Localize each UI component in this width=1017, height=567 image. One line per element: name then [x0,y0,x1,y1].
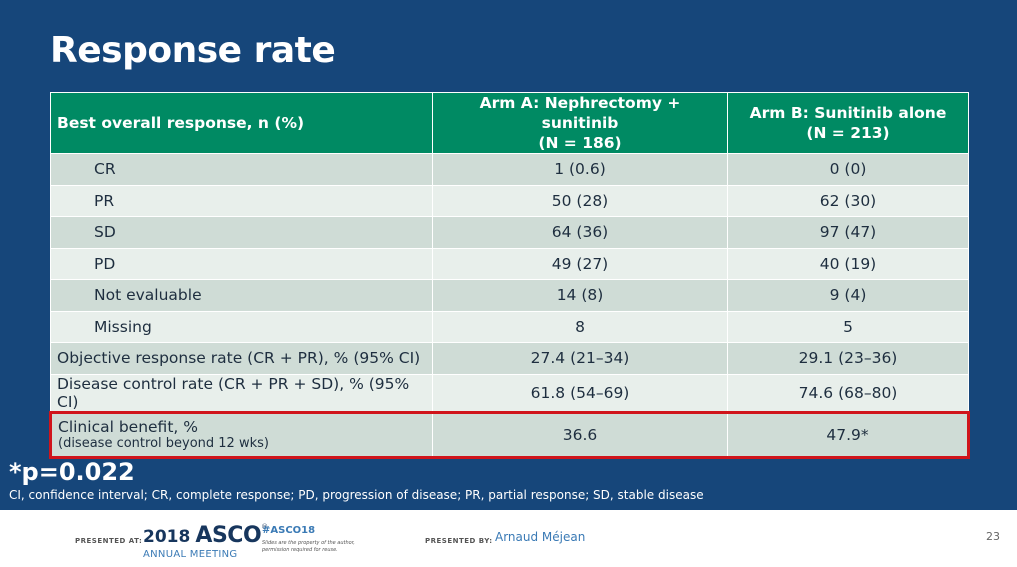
response-table: Best overall response, n (%) Arm A: Neph… [49,92,970,459]
logo-registered: ® [261,523,269,531]
row-label: Clinical benefit, % (disease control bey… [49,410,433,459]
row-label: Not evaluable [50,279,433,312]
abbreviations-footnote: CI, confidence interval; CR, complete re… [9,488,704,502]
logo-year: 2018 [143,527,191,547]
header-arm-b-title: Arm B: Sunitinib alone [749,104,947,122]
arm-b-value: 9 (4) [727,279,969,312]
row-label: CR [50,153,433,186]
arm-a-value: 61.8 (54–69) [432,373,728,413]
page-number: 23 [986,530,1000,543]
row-label: Objective response rate (CR + PR), % (95… [50,342,433,375]
arm-b-value: 47.9* [727,410,970,459]
arm-b-value: 40 (19) [727,247,969,280]
table-row: SD 64 (36) 97 (47) [50,216,969,249]
slide-title: Response rate [50,30,336,71]
asco-logo: 2018 ASCO® ANNUAL MEETING [143,523,269,560]
header-arm-a: Arm A: Nephrectomy + sunitinib (N = 186) [432,92,728,154]
clinical-benefit-sublabel: (disease control beyond 12 wks) [58,435,269,451]
arm-a-value: 50 (28) [432,184,728,217]
table-row: CR 1 (0.6) 0 (0) [50,153,969,186]
header-arm-b: Arm B: Sunitinib alone (N = 213) [727,92,969,154]
row-label: Missing [50,310,433,343]
table-row: Missing 8 5 [50,310,969,343]
hashtag: #ASCO18 [262,525,316,536]
arm-a-value: 8 [432,310,728,343]
row-label: PD [50,247,433,280]
arm-a-value: 27.4 (21–34) [432,342,728,375]
logo-annual-meeting: ANNUAL MEETING [143,549,238,560]
slide-footer: PRESENTED AT: 2018 ASCO® ANNUAL MEETING … [0,510,1017,567]
arm-a-value: 36.6 [432,410,728,459]
table-header-row: Best overall response, n (%) Arm A: Neph… [50,92,969,154]
row-label: PR [50,184,433,217]
arm-b-value: 62 (30) [727,184,969,217]
table-row: Disease control rate (CR + PR + SD), % (… [50,373,969,413]
table-row: Not evaluable 14 (8) 9 (4) [50,279,969,312]
arm-a-value: 49 (27) [432,247,728,280]
p-value-note: *p=0.022 [9,458,135,486]
header-arm-b-n: (N = 213) [806,124,890,142]
table-row: PR 50 (28) 62 (30) [50,184,969,217]
header-best-overall-response: Best overall response, n (%) [50,92,433,154]
arm-b-value: 97 (47) [727,216,969,249]
arm-b-value: 5 [727,310,969,343]
slide-property-notice: Slides are the property of the author, p… [262,540,355,553]
arm-a-value: 1 (0.6) [432,153,728,186]
clinical-benefit-label: Clinical benefit, % [58,417,198,436]
arm-a-value: 64 (36) [432,216,728,249]
presenter-name: Arnaud Méjean [495,530,586,544]
logo-name: ASCO [195,523,262,548]
header-arm-a-title: Arm A: Nephrectomy + sunitinib [479,94,681,132]
arm-b-value: 0 (0) [727,153,969,186]
presented-by-label: PRESENTED BY: [425,537,493,545]
table-row-highlighted: Clinical benefit, % (disease control bey… [49,410,970,459]
presented-at-label: PRESENTED AT: [75,537,143,545]
header-arm-a-n: (N = 186) [538,134,622,152]
arm-b-value: 29.1 (23–36) [727,342,969,375]
arm-a-value: 14 (8) [432,279,728,312]
row-label: SD [50,216,433,249]
row-label: Disease control rate (CR + PR + SD), % (… [50,373,433,413]
table-row: PD 49 (27) 40 (19) [50,247,969,280]
slide-body: Response rate Best overall response, n (… [0,0,1017,510]
arm-b-value: 74.6 (68–80) [727,373,969,413]
table-row: Objective response rate (CR + PR), % (95… [50,342,969,375]
